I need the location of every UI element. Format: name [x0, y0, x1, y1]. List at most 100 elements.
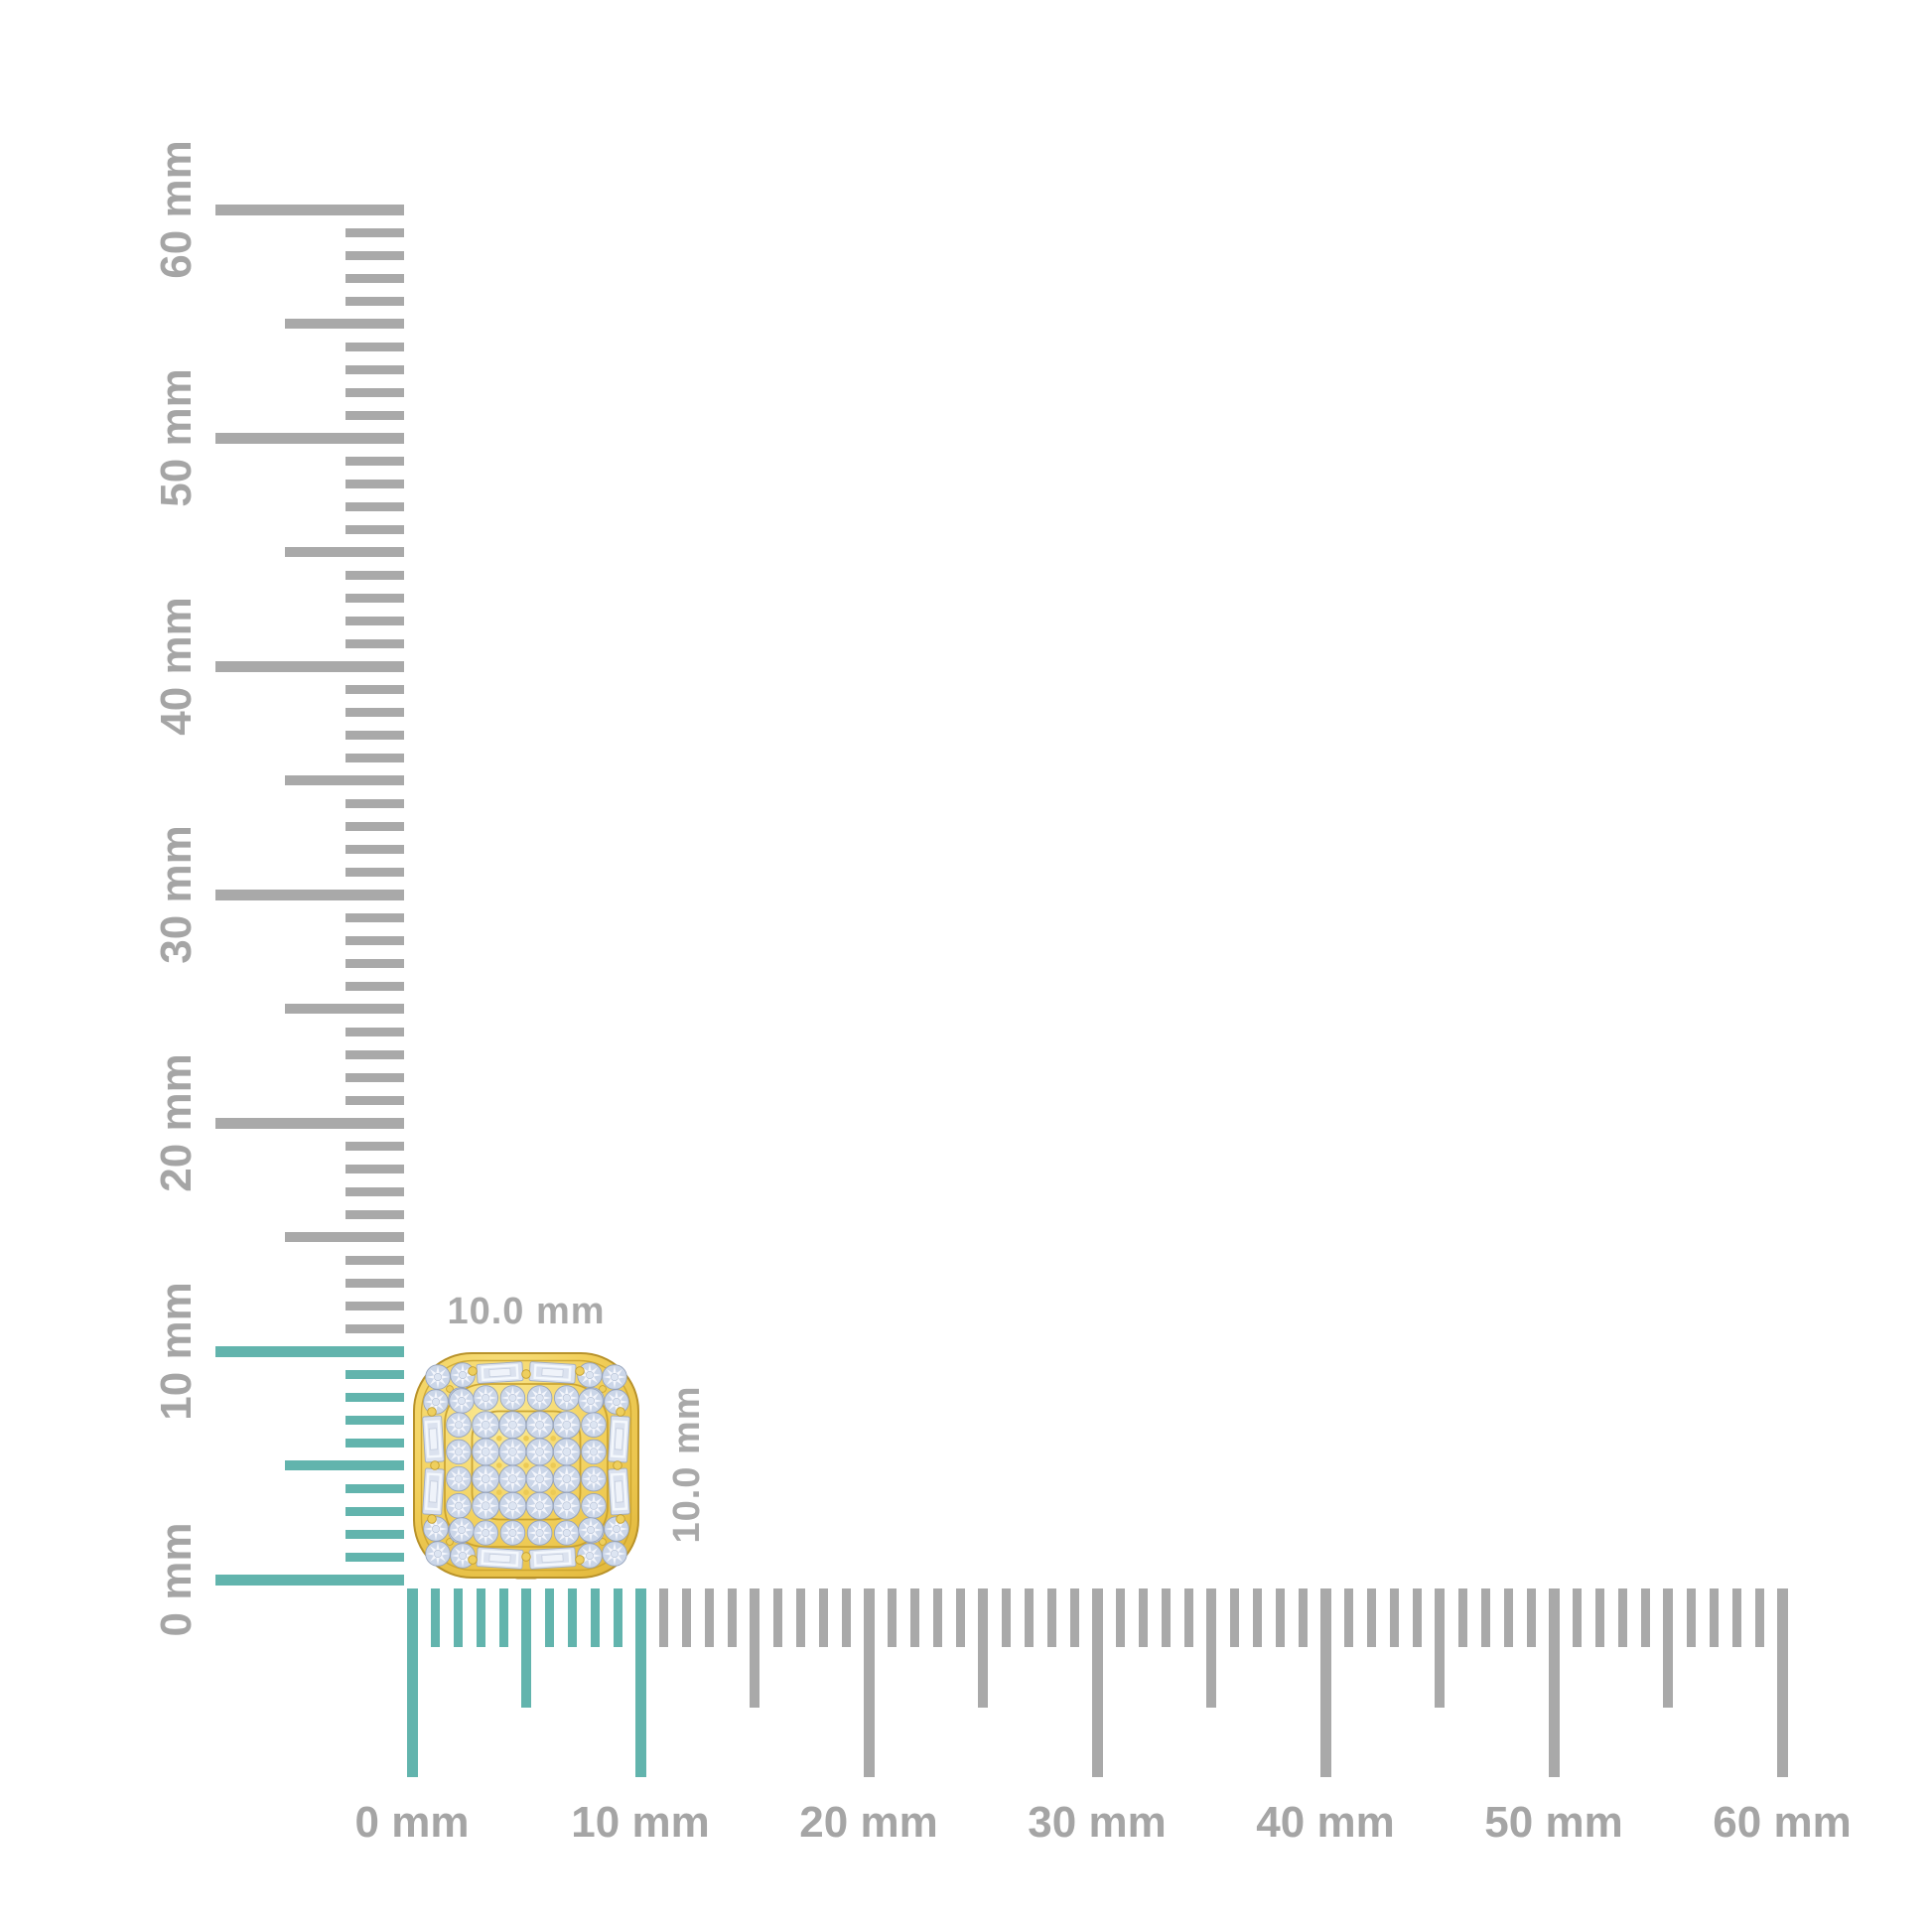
horizontal-ruler-tick-33mm	[1161, 1588, 1171, 1647]
horizontal-ruler-tick-36mm	[1229, 1588, 1239, 1647]
horizontal-ruler-tick-47mm	[1480, 1588, 1490, 1647]
vertical-ruler-tick-45mm	[285, 547, 404, 557]
horizontal-ruler-tick-55mm	[1663, 1588, 1673, 1708]
horizontal-ruler-tick-30mm	[1091, 1588, 1103, 1777]
horizontal-ruler-tick-25mm	[978, 1588, 988, 1708]
vertical-ruler-tick-4mm	[345, 1483, 404, 1493]
horizontal-ruler-tick-35mm	[1206, 1588, 1216, 1708]
horizontal-ruler-label-40mm: 40 mm	[1256, 1798, 1395, 1847]
vertical-ruler-tick-27mm	[345, 958, 404, 968]
horizontal-ruler-tick-42mm	[1366, 1588, 1376, 1647]
diamond-stud-earring-image	[413, 1352, 639, 1580]
vertical-ruler-tick-20mm	[215, 1117, 404, 1129]
vertical-ruler-tick-23mm	[345, 1049, 404, 1059]
vertical-ruler-tick-53mm	[345, 364, 404, 374]
vertical-ruler-tick-18mm	[345, 1164, 404, 1173]
vertical-ruler-tick-28mm	[345, 935, 404, 945]
vertical-ruler-label-50mm: 50 mm	[152, 368, 201, 507]
horizontal-ruler-label-60mm: 60 mm	[1713, 1798, 1852, 1847]
vertical-ruler-tick-36mm	[345, 753, 404, 762]
vertical-ruler-tick-42mm	[345, 616, 404, 625]
vertical-ruler-tick-39mm	[345, 684, 404, 694]
vertical-ruler-label-30mm: 30 mm	[152, 825, 201, 964]
horizontal-ruler-tick-44mm	[1412, 1588, 1422, 1647]
vertical-ruler-tick-38mm	[345, 707, 404, 717]
vertical-ruler-tick-43mm	[345, 593, 404, 603]
horizontal-ruler-tick-32mm	[1138, 1588, 1148, 1647]
vertical-ruler-tick-55mm	[285, 319, 404, 329]
vertical-ruler-label-20mm: 20 mm	[152, 1053, 201, 1192]
vertical-ruler-tick-15mm	[285, 1232, 404, 1242]
vertical-ruler-tick-9mm	[345, 1369, 404, 1379]
horizontal-ruler-tick-34mm	[1183, 1588, 1193, 1647]
vertical-ruler-tick-44mm	[345, 570, 404, 580]
horizontal-ruler-tick-58mm	[1731, 1588, 1741, 1647]
vertical-ruler-tick-30mm	[215, 889, 404, 900]
horizontal-ruler-tick-22mm	[909, 1588, 919, 1647]
vertical-ruler-tick-60mm	[215, 204, 404, 215]
vertical-ruler-tick-41mm	[345, 638, 404, 648]
vertical-ruler-tick-37mm	[345, 730, 404, 740]
horizontal-ruler-tick-28mm	[1046, 1588, 1056, 1647]
horizontal-ruler-tick-1mm	[430, 1588, 440, 1647]
vertical-ruler-tick-47mm	[345, 501, 404, 511]
vertical-ruler-tick-49mm	[345, 456, 404, 466]
vertical-ruler-tick-10mm	[215, 1345, 404, 1357]
height-dimension-label: 10.0 mm	[666, 1385, 708, 1544]
horizontal-ruler-tick-41mm	[1343, 1588, 1353, 1647]
horizontal-ruler-tick-0mm	[406, 1588, 418, 1777]
vertical-ruler-tick-33mm	[345, 821, 404, 831]
vertical-ruler-tick-17mm	[345, 1186, 404, 1196]
horizontal-ruler-tick-19mm	[841, 1588, 851, 1647]
horizontal-ruler-tick-59mm	[1754, 1588, 1764, 1647]
horizontal-ruler-tick-15mm	[750, 1588, 759, 1708]
vertical-ruler-tick-7mm	[345, 1415, 404, 1425]
vertical-ruler-tick-40mm	[215, 660, 404, 672]
vertical-ruler-tick-58mm	[345, 250, 404, 260]
vertical-ruler-label-40mm: 40 mm	[152, 597, 201, 736]
horizontal-ruler-tick-12mm	[681, 1588, 691, 1647]
horizontal-ruler-tick-5mm	[521, 1588, 531, 1708]
vertical-ruler-tick-16mm	[345, 1209, 404, 1219]
horizontal-ruler-tick-52mm	[1594, 1588, 1604, 1647]
vertical-ruler-tick-35mm	[285, 775, 404, 785]
horizontal-ruler-tick-37mm	[1252, 1588, 1262, 1647]
vertical-ruler-tick-59mm	[345, 227, 404, 237]
vertical-ruler-tick-11mm	[345, 1323, 404, 1333]
vertical-ruler-tick-12mm	[345, 1301, 404, 1311]
horizontal-ruler-tick-40mm	[1319, 1588, 1331, 1777]
vertical-ruler-tick-29mm	[345, 912, 404, 922]
horizontal-ruler-tick-16mm	[772, 1588, 782, 1647]
horizontal-ruler-tick-50mm	[1548, 1588, 1560, 1777]
vertical-ruler-tick-34mm	[345, 798, 404, 808]
horizontal-ruler-tick-43mm	[1389, 1588, 1399, 1647]
vertical-ruler-tick-52mm	[345, 387, 404, 397]
vertical-ruler-tick-46mm	[345, 524, 404, 534]
horizontal-ruler-tick-53mm	[1617, 1588, 1627, 1647]
vertical-ruler-tick-31mm	[345, 867, 404, 877]
horizontal-ruler-label-0mm: 0 mm	[354, 1798, 470, 1847]
width-dimension-label: 10.0 mm	[447, 1291, 606, 1332]
horizontal-ruler-tick-56mm	[1686, 1588, 1696, 1647]
vertical-ruler-tick-1mm	[345, 1552, 404, 1562]
horizontal-ruler-tick-24mm	[955, 1588, 965, 1647]
horizontal-ruler-tick-48mm	[1503, 1588, 1513, 1647]
horizontal-ruler-tick-45mm	[1435, 1588, 1445, 1708]
vertical-ruler-label-10mm: 10 mm	[152, 1282, 201, 1421]
vertical-ruler-tick-57mm	[345, 273, 404, 283]
horizontal-ruler-tick-11mm	[658, 1588, 668, 1647]
vertical-ruler-tick-5mm	[285, 1460, 404, 1470]
horizontal-ruler-tick-14mm	[727, 1588, 737, 1647]
vertical-ruler-label-60mm: 60 mm	[152, 140, 201, 279]
horizontal-ruler-tick-9mm	[613, 1588, 622, 1647]
horizontal-ruler-label-10mm: 10 mm	[571, 1798, 710, 1847]
vertical-ruler-label-0mm: 0 mm	[152, 1522, 201, 1637]
horizontal-ruler-tick-6mm	[544, 1588, 554, 1647]
horizontal-ruler-tick-38mm	[1275, 1588, 1285, 1647]
horizontal-ruler-tick-8mm	[590, 1588, 600, 1647]
vertical-ruler-tick-50mm	[215, 432, 404, 444]
horizontal-ruler-tick-54mm	[1640, 1588, 1650, 1647]
horizontal-ruler-tick-4mm	[498, 1588, 508, 1647]
horizontal-ruler-tick-46mm	[1457, 1588, 1467, 1647]
